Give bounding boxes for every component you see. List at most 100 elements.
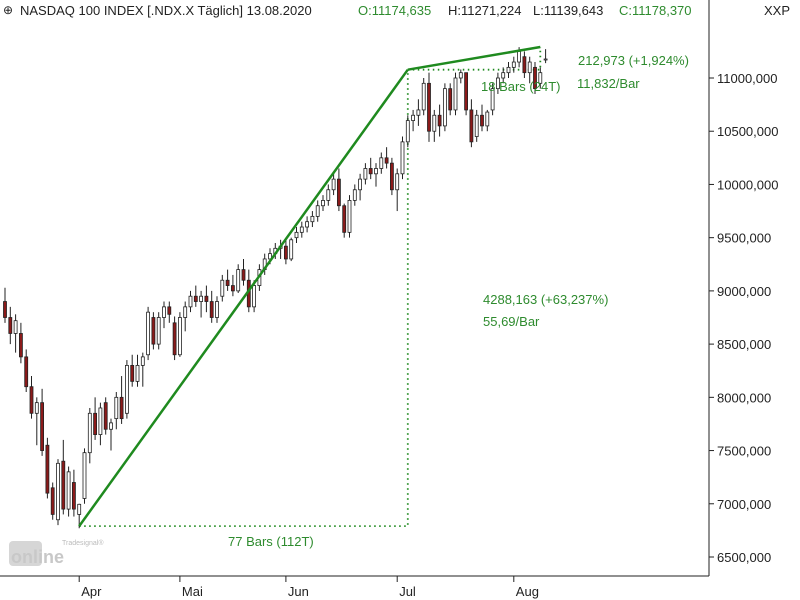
small-rate-label: 11,832/Bar	[577, 76, 640, 91]
candle-down	[45, 444, 50, 494]
candle-down	[389, 162, 394, 191]
candle-down	[130, 364, 135, 382]
annotations: 4288,163 (+63,237%) 55,69/Bar 77 Bars (1…	[228, 53, 689, 549]
candle-down	[151, 317, 156, 345]
candle-down	[533, 66, 537, 90]
candle-up	[326, 189, 331, 201]
candle-up	[474, 114, 479, 137]
logo-main-text: online	[11, 547, 64, 567]
candle-down	[93, 412, 97, 435]
logo-badge	[9, 541, 42, 566]
trend-lines[interactable]	[78, 45, 541, 527]
candle-up	[299, 226, 304, 233]
candle-down	[480, 114, 484, 127]
candle-down	[522, 56, 527, 74]
candle-up	[490, 88, 495, 111]
candle-up	[331, 178, 336, 191]
candle-up	[395, 173, 400, 191]
candle-up	[363, 168, 368, 180]
candle-down	[3, 301, 7, 318]
candle-down	[283, 245, 288, 260]
candle-up	[268, 253, 272, 260]
big-rate-label: 55,69/Bar	[483, 314, 540, 329]
y-tick-label: 6500,000	[717, 550, 771, 565]
logo-top-text: Tradesignal®	[62, 539, 104, 547]
trend-line	[78, 68, 409, 527]
candle-down	[50, 487, 55, 515]
candle-down	[384, 157, 389, 164]
x-tick-label: Mai	[182, 584, 203, 599]
candle-down	[193, 295, 198, 302]
candle-up	[135, 364, 140, 382]
candle-up	[432, 114, 437, 132]
candle-down	[119, 396, 124, 420]
candle-up	[453, 77, 458, 111]
candle-down	[18, 333, 23, 358]
candle-down	[8, 317, 13, 334]
y-tick-label: 11000,000	[717, 71, 778, 86]
low-value: L:11139,643	[533, 3, 604, 18]
candle-down	[72, 482, 76, 510]
high-value: H:11271,224	[448, 3, 522, 18]
candle-up	[177, 317, 182, 356]
y-tick-label: 8000,000	[717, 390, 771, 405]
y-tick-label: 9500,000	[717, 231, 771, 246]
candle-down	[167, 306, 172, 315]
close-value: C:11178,370	[619, 3, 692, 18]
candle-up	[517, 50, 521, 63]
candle-up	[358, 178, 363, 191]
candle-down	[24, 356, 29, 388]
x-tick-label: Jun	[288, 584, 309, 599]
candle-up	[87, 412, 92, 454]
candle-down	[368, 168, 373, 175]
candle-up	[421, 82, 426, 111]
candle-up	[321, 200, 325, 207]
candle-up	[405, 120, 410, 143]
candle-up	[114, 396, 119, 420]
candle-up	[252, 285, 257, 308]
candle-down	[172, 322, 177, 356]
candle-up	[188, 295, 193, 308]
small-bars-label: 18 Bars (24T)	[481, 79, 560, 94]
y-tick-label: 10000,000	[717, 177, 778, 192]
candle-down	[40, 402, 44, 451]
candle-up	[162, 306, 166, 318]
candle-down	[342, 205, 347, 233]
candle-up	[310, 215, 315, 223]
candle-up	[305, 221, 310, 228]
candle-up	[82, 452, 87, 499]
candle-up	[315, 205, 320, 217]
symbol-label: XXP	[764, 3, 791, 18]
candle-up	[183, 306, 188, 318]
candle-down	[464, 72, 469, 111]
candle-up	[109, 422, 113, 430]
small-move-label: 212,973 (+1,924%)	[578, 53, 689, 68]
candle-up	[294, 231, 299, 239]
axes	[0, 0, 710, 577]
y-tick-label: 8500,000	[717, 337, 771, 352]
candles	[3, 47, 548, 529]
candle-up	[538, 72, 543, 84]
indicator-icon: ⊕	[3, 3, 14, 17]
candle-down	[230, 285, 235, 292]
candle-up	[506, 66, 511, 74]
candle-up	[495, 77, 500, 90]
candle-down	[448, 88, 453, 111]
candle-up	[379, 157, 384, 169]
x-tick-label: Apr	[81, 584, 102, 599]
candle-up	[13, 320, 18, 334]
candle-up	[156, 317, 161, 345]
candle-up	[77, 503, 82, 515]
candle-up	[442, 88, 447, 127]
candle-down	[103, 402, 108, 430]
y-tick-label: 7000,000	[717, 497, 771, 512]
candle-down	[241, 269, 246, 281]
candle-up	[411, 114, 416, 121]
candle-up	[236, 269, 241, 292]
candle-up	[220, 279, 225, 297]
candle-up	[56, 462, 60, 521]
x-tick-group: Apr Mai Jun Jul Aug	[78, 576, 539, 599]
candle-up	[485, 111, 490, 127]
chart-header: ⊕ NASDAQ 100 INDEX [.NDX.X Täglich] 13.0…	[0, 0, 800, 22]
